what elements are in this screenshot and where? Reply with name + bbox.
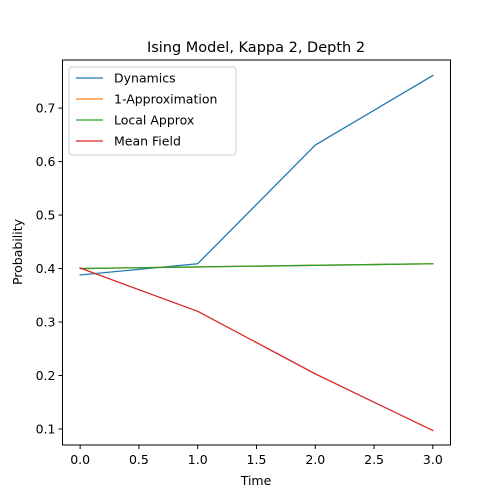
x-tick-label: 3.0 <box>423 452 443 467</box>
x-tick-label: 2.0 <box>305 452 325 467</box>
chart-title: Ising Model, Kappa 2, Depth 2 <box>147 40 365 56</box>
legend: Dynamics 1-Approximation Local Approx Mean … <box>68 66 237 156</box>
y-tick-label: 0.3 <box>36 315 56 330</box>
y-tick-label: 0.4 <box>36 261 56 276</box>
legend-label-1-approximation: 1-Approximation <box>114 92 217 107</box>
x-axis-ticks: 0.0 0.5 1.0 1.5 2.0 2.5 3.0 <box>70 445 443 467</box>
x-tick-label: 2.5 <box>364 452 384 467</box>
y-tick-label: 0.1 <box>36 421 56 436</box>
y-tick-label: 0.7 <box>36 101 56 116</box>
plot-frame <box>62 59 451 446</box>
y-tick-label: 0.2 <box>36 368 56 383</box>
y-tick-label: 0.5 <box>36 208 56 223</box>
legend-label-mean-field: Mean Field <box>114 134 181 149</box>
x-tick-label: 1.5 <box>247 452 267 467</box>
plot-lines <box>79 74 434 432</box>
legend-label-local-approx: Local Approx <box>114 113 194 128</box>
x-tick-label: 1.0 <box>188 452 208 467</box>
x-tick-label: 0.5 <box>129 452 149 467</box>
x-tick-label: 0.0 <box>70 452 90 467</box>
y-axis-ticks: 0.1 0.2 0.3 0.4 0.5 0.6 0.7 <box>36 101 63 436</box>
y-tick-label: 0.6 <box>36 154 56 169</box>
legend-label-dynamics: Dynamics <box>114 71 176 86</box>
legend-box <box>68 66 237 156</box>
series-line-dynamics <box>79 74 434 276</box>
series-line-local-approx <box>79 263 434 270</box>
x-axis-label: Time <box>240 473 272 488</box>
y-axis-label: Probability <box>10 218 25 285</box>
series-line-mean-field <box>79 267 434 432</box>
